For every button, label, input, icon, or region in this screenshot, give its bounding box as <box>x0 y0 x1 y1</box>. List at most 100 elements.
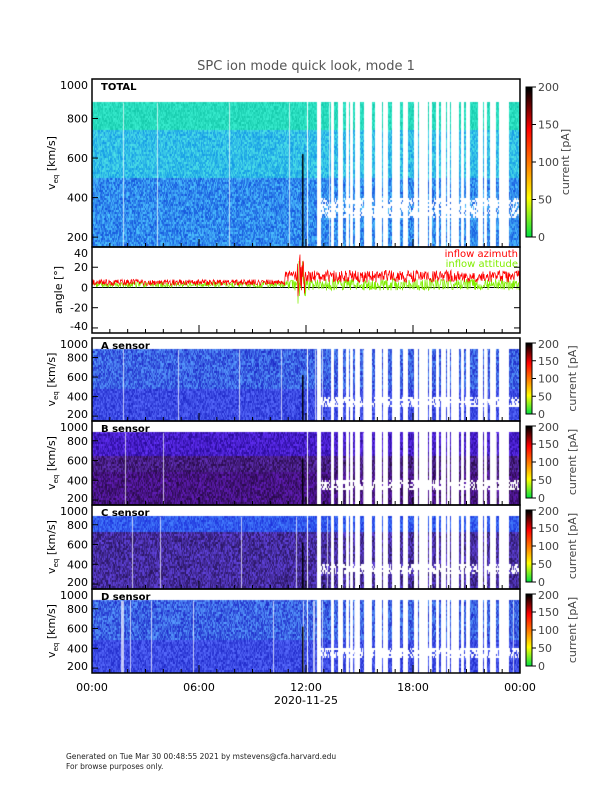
colorbar-tick-label: 200 <box>538 505 559 518</box>
colorbar <box>525 86 533 238</box>
ytick-label: 200 <box>67 408 88 421</box>
ytick-label: 1000 <box>60 505 88 518</box>
colorbar-tick-label: 150 <box>538 522 559 535</box>
ytick-label: 1000 <box>60 338 88 351</box>
panel-label-b-sensor: B sensor <box>101 424 150 435</box>
ytick-label: 1000 <box>60 421 88 434</box>
panel-label-c-sensor: C sensor <box>101 508 149 519</box>
colorbar-tick-label: 50 <box>538 474 552 487</box>
colorbar-tick-label: 0 <box>538 231 545 244</box>
colorbar-tick-label: 100 <box>538 156 559 169</box>
y-axis-label: veq [km/s] <box>45 604 60 658</box>
legend-inflow-attitude: inflow attitude <box>446 259 518 270</box>
panel-label-total: TOTAL <box>101 82 137 93</box>
colorbar-tick-label: 200 <box>538 589 559 602</box>
colorbar-tick-label: 100 <box>538 540 559 553</box>
colorbar-tick-label: 50 <box>538 194 552 207</box>
ytick-label: 200 <box>67 492 88 505</box>
colorbar-tick-label: 150 <box>538 119 559 132</box>
y-axis-label: veq [km/s] <box>45 136 60 190</box>
ytick-label: 600 <box>67 539 88 552</box>
ytick-label: -40 <box>70 320 88 333</box>
y-axis-label: veq [km/s] <box>45 353 60 407</box>
xtick-label: 18:00 <box>397 681 429 694</box>
colorbar-tick-label: 0 <box>538 660 545 673</box>
panel-frame <box>91 588 521 674</box>
colorbar <box>525 509 533 583</box>
footer-browse: For browse purposes only. <box>66 762 164 771</box>
ytick-label: 800 <box>67 519 88 532</box>
spectrogram-a-sensor <box>92 338 520 421</box>
y-axis-label: veq [km/s] <box>45 520 60 574</box>
colorbar-tick-label: 50 <box>538 558 552 571</box>
ytick-label: 600 <box>67 371 88 384</box>
ytick-label: 400 <box>67 558 88 571</box>
colorbar-label: current [pA] <box>566 597 579 663</box>
ytick-label: 200 <box>67 231 88 244</box>
ytick-label: 0 <box>81 281 88 294</box>
xtick-label: 12:00 <box>290 681 322 694</box>
panel-label-a-sensor: A sensor <box>101 341 150 352</box>
xtick-label: 00:00 <box>504 681 536 694</box>
ytick-label: 800 <box>67 352 88 365</box>
legend-inflow-azimuth: inflow azimuth <box>445 249 518 260</box>
ytick-label: 800 <box>67 113 88 126</box>
xtick-label: 00:00 <box>76 681 108 694</box>
colorbar-tick-label: 100 <box>538 624 559 637</box>
ytick-label: -20 <box>70 302 88 315</box>
series-line-inflow-azimuth <box>91 254 521 297</box>
footer-generated: Generated on Tue Mar 30 00:48:55 2021 by… <box>66 752 337 761</box>
ytick-label: 600 <box>67 152 88 165</box>
colorbar-tick-label: 50 <box>538 390 552 403</box>
ytick-label: 600 <box>67 623 88 636</box>
ytick-label: 200 <box>67 576 88 589</box>
y-axis-label: angle [°] <box>52 266 65 314</box>
colorbar-tick-label: 150 <box>538 355 559 368</box>
spectrogram-c-sensor <box>92 505 520 589</box>
colorbar-tick-label: 150 <box>538 438 559 451</box>
colorbar-label: current [pA] <box>566 513 579 579</box>
spectrogram-total <box>92 79 520 247</box>
ytick-label: 40 <box>74 247 88 260</box>
colorbar-label: current [pA] <box>559 129 572 195</box>
panel-frame <box>91 78 521 248</box>
xtick-label: 06:00 <box>183 681 215 694</box>
colorbar-tick-label: 0 <box>538 408 545 421</box>
ytick-label: 800 <box>67 435 88 448</box>
panel-frame <box>91 420 521 506</box>
spectrogram-d-sensor <box>92 589 520 673</box>
ytick-label: 20 <box>74 261 88 274</box>
colorbar-tick-label: 100 <box>538 456 559 469</box>
panel-frame <box>91 504 521 590</box>
colorbar-tick-label: 200 <box>538 421 559 434</box>
colorbar-tick-label: 200 <box>538 338 559 351</box>
ytick-label: 1000 <box>60 79 88 92</box>
colorbar-tick-label: 50 <box>538 642 552 655</box>
ytick-label: 200 <box>67 660 88 673</box>
colorbar <box>525 425 533 499</box>
colorbar <box>525 593 533 667</box>
ytick-label: 400 <box>67 192 88 205</box>
colorbar-label: current [pA] <box>566 345 579 411</box>
ytick-label: 400 <box>67 642 88 655</box>
ytick-label: 800 <box>67 603 88 616</box>
panel-label-d-sensor: D sensor <box>101 592 150 603</box>
panel-frame <box>91 337 521 422</box>
ytick-label: 400 <box>67 391 88 404</box>
colorbar-tick-label: 200 <box>538 81 559 94</box>
colorbar-tick-label: 0 <box>538 492 545 505</box>
ytick-label: 600 <box>67 455 88 468</box>
ytick-label: 1000 <box>60 589 88 602</box>
colorbar <box>525 342 533 415</box>
x-axis-date-label: 2020-11-25 <box>274 694 338 707</box>
colorbar-tick-label: 0 <box>538 576 545 589</box>
colorbar-tick-label: 150 <box>538 606 559 619</box>
colorbar-label: current [pA] <box>566 429 579 495</box>
y-axis-label: veq [km/s] <box>45 436 60 490</box>
plot-title: SPC ion mode quick look, mode 1 <box>197 59 415 74</box>
spectrogram-b-sensor <box>92 421 520 505</box>
ytick-label: 400 <box>67 474 88 487</box>
colorbar-tick-label: 100 <box>538 373 559 386</box>
